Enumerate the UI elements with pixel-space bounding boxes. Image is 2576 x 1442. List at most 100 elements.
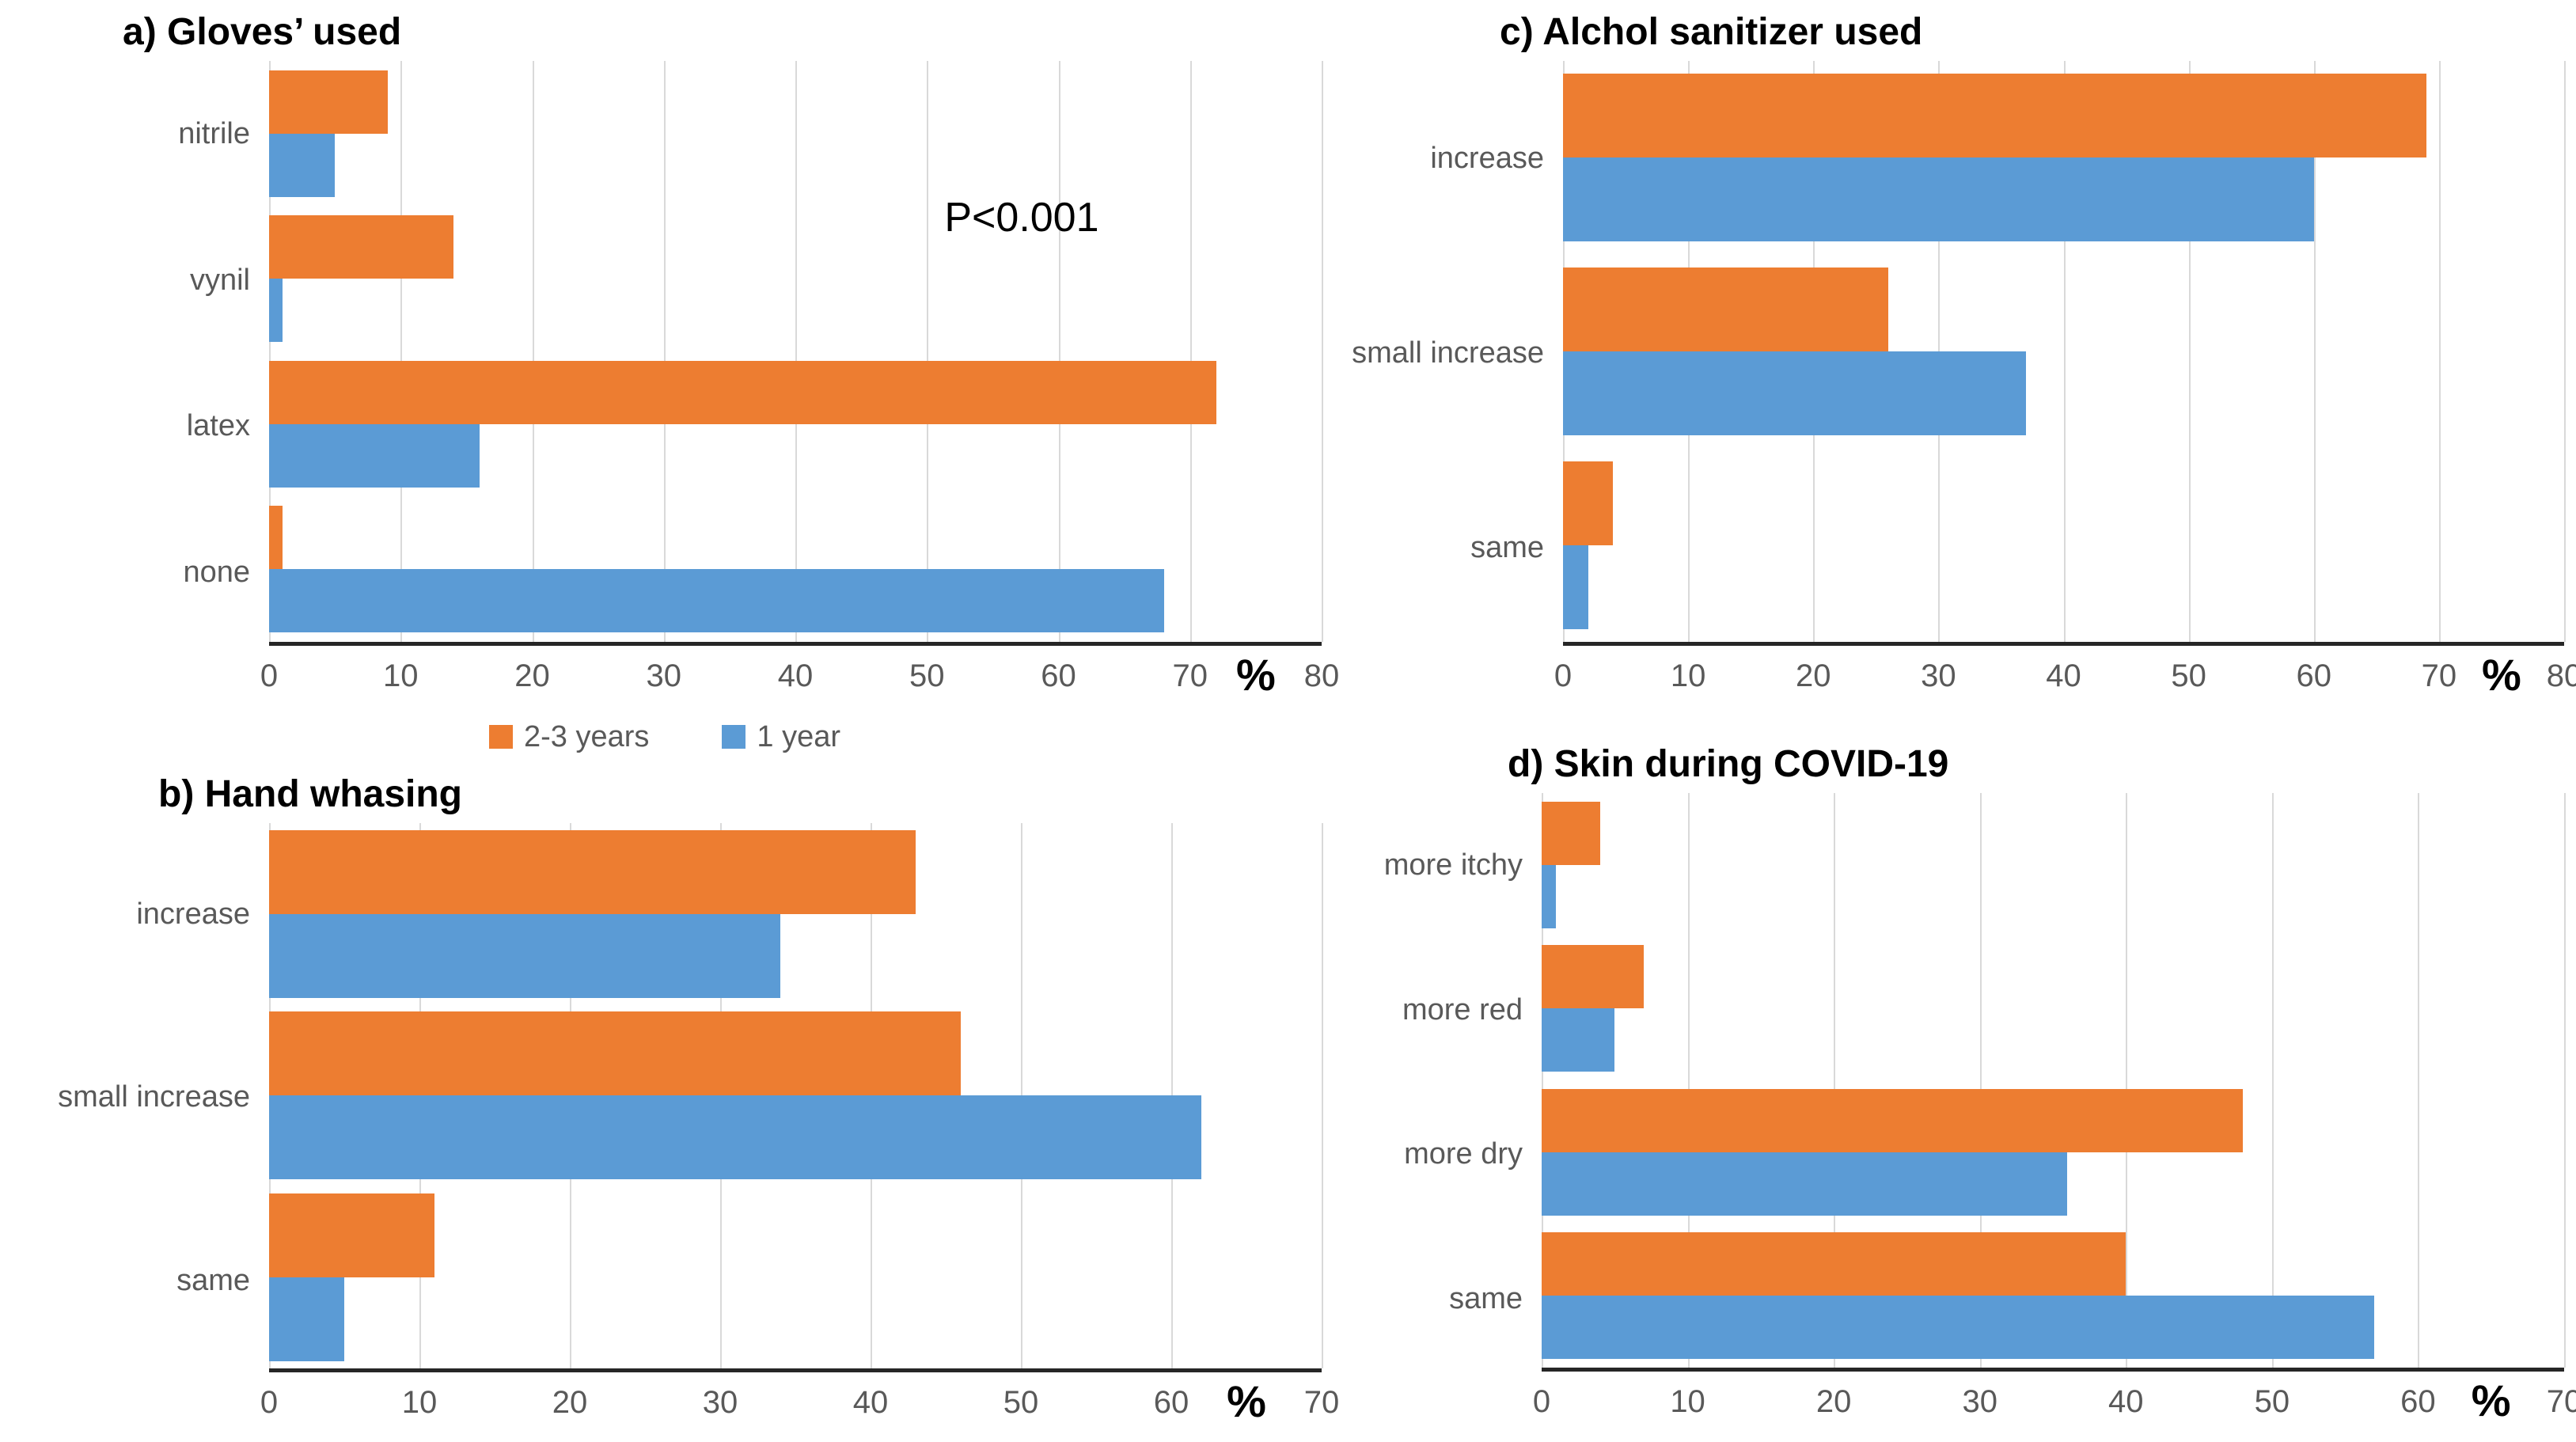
x-tick-label: 70 — [2546, 1384, 2576, 1419]
percent-axis-label: % — [1235, 650, 1276, 700]
x-tick-label: 30 — [646, 658, 682, 693]
orange-square-icon — [488, 725, 513, 749]
x-tick-label: 60 — [1153, 1385, 1189, 1420]
bar-1-year — [1563, 351, 2027, 435]
x-axis: 0 10 20 30 40 50 60 70% — [8, 1372, 1339, 1437]
category-row — [1563, 448, 2564, 642]
x-tick-label: 60 — [1041, 658, 1076, 693]
category-axis: increase small increase same — [1330, 61, 1563, 646]
bar-2-3-years — [1563, 74, 2427, 158]
category-row — [1542, 1224, 2564, 1368]
chart-gloves-used: nitrile vynil latex none P<0.001 0 10 20 30 40 50 6… — [8, 61, 1339, 711]
chart-body: increase small increase same — [1330, 61, 2566, 646]
x-tick-label: 50 — [909, 658, 945, 693]
category-label: small increase — [1352, 336, 1544, 370]
category-row — [269, 823, 1322, 1005]
gridline — [2564, 793, 2566, 1368]
chart-alcohol-sanitizer: increase small increase same 0 10 20 30 40 50 60 7… — [1330, 61, 2576, 711]
category-row — [269, 207, 1322, 352]
x-tick-label: 40 — [2108, 1384, 2144, 1419]
x-tick-label: 0 — [1554, 658, 1573, 693]
x-tick-label: 20 — [1815, 1384, 1852, 1419]
x-tick-label: 70 — [2421, 658, 2457, 693]
category-label: none — [183, 556, 250, 590]
bar-2-3-years — [269, 829, 916, 914]
x-tick-label: 70 — [1172, 658, 1208, 693]
bar-1-year — [1563, 545, 1588, 629]
panel-hand-washing: b) Hand whasing increase small increase sa… — [8, 766, 1339, 1437]
gridline — [1687, 793, 1690, 1368]
bar-2-3-years — [269, 1193, 434, 1278]
legend-item-2-3-years: 2-3 years — [488, 719, 650, 754]
gridline — [532, 61, 534, 642]
chart-hand-washing: increase small increase same 0 10 20 30 40 50 60 7… — [8, 823, 1339, 1437]
bar-2-3-years — [269, 1011, 961, 1096]
gridline — [269, 61, 271, 642]
category-row — [1563, 61, 2564, 255]
chart-body: nitrile vynil latex none P<0.001 — [8, 61, 1323, 646]
category-label: increase — [1430, 141, 1544, 175]
category-axis: nitrile vynil latex none — [8, 61, 269, 646]
percent-axis-label: % — [2471, 1376, 2511, 1425]
bar-2-3-years — [1542, 1088, 2243, 1152]
legend-label: 1 year — [757, 719, 841, 753]
bar-1-year — [1542, 1152, 2068, 1216]
p-value-annotation: P<0.001 — [944, 195, 1099, 241]
gridline — [400, 61, 403, 642]
category-label: increase — [136, 897, 250, 932]
chart-body: increase small increase same — [8, 823, 1323, 1372]
chart-body: more itchy more red more dry same — [1330, 793, 2566, 1372]
panel-skin-covid: d) Skin during COVID-19 more itchy more r… — [1330, 736, 2576, 1436]
gridline — [2188, 61, 2191, 642]
plot-area — [269, 823, 1323, 1372]
gridline — [2126, 793, 2128, 1368]
panel-alcohol-sanitizer: c) Alchol sanitizer used increase small i… — [1330, 4, 2576, 711]
x-tick-label: 40 — [777, 658, 814, 693]
bar-2-3-years — [1563, 267, 1889, 351]
category-row — [269, 1186, 1322, 1368]
gridline — [1322, 61, 1323, 642]
gridline — [663, 61, 666, 642]
bar-1-year — [1542, 1296, 2375, 1360]
bar-1-year — [269, 1095, 1201, 1180]
category-row — [1542, 937, 2564, 1081]
x-axis: 0 10 20 30 40 50 60 70% — [1330, 1372, 2576, 1436]
x-axis: 0 10 20 30 40 50 60 70 80% — [8, 646, 1339, 711]
bar-2-3-years — [269, 506, 283, 570]
x-tick-label: 30 — [1921, 658, 1956, 693]
bar-2-3-years — [269, 215, 453, 279]
x-tick-label: 50 — [1003, 1385, 1039, 1420]
bar-1-year — [1542, 864, 1557, 928]
bar-1-year — [269, 133, 336, 197]
x-tick-labels: 0 10 20 30 40 50 60 70 80% — [260, 646, 1339, 711]
x-axis: 0 10 20 30 40 50 60 70 80% — [1330, 646, 2576, 711]
x-tick-label: 80 — [1303, 658, 1340, 693]
legend-label: 2-3 years — [523, 719, 650, 753]
gridline — [2418, 793, 2420, 1368]
x-axis-spacer — [1330, 1372, 1542, 1436]
plot-area: P<0.001 — [269, 61, 1323, 646]
category-label: nitrile — [178, 116, 250, 150]
bar-1-year — [269, 423, 480, 488]
category-row — [269, 497, 1322, 643]
x-tick-label: 10 — [383, 658, 419, 693]
x-tick-label: 10 — [1670, 1384, 1705, 1419]
x-tick-label: 0 — [1532, 1384, 1551, 1419]
x-tick-labels: 0 10 20 30 40 50 60 70% — [1533, 1372, 2576, 1436]
x-tick-label: 10 — [1670, 658, 1706, 693]
x-tick-label: 70 — [1303, 1385, 1340, 1420]
x-tick-labels: 0 10 20 30 40 50 60 70% — [260, 1372, 1339, 1437]
panel-title-alcohol-sanitizer: c) Alchol sanitizer used — [1500, 11, 1923, 53]
category-label: more dry — [1404, 1137, 1523, 1171]
category-label: more itchy — [1383, 848, 1523, 882]
x-tick-label: 60 — [2400, 1384, 2436, 1419]
gridline — [1542, 793, 1543, 1368]
panel-title-skin-covid: d) Skin during COVID-19 — [1508, 743, 1949, 785]
gridline — [1058, 61, 1060, 642]
panel-title-gloves-used: a) Gloves’ used — [123, 11, 402, 53]
percent-axis-label: % — [2482, 650, 2521, 700]
bar-1-year — [269, 569, 1164, 633]
x-axis-spacer — [8, 1372, 269, 1437]
plot-area — [1563, 61, 2566, 646]
x-tick-label: 20 — [514, 658, 550, 693]
